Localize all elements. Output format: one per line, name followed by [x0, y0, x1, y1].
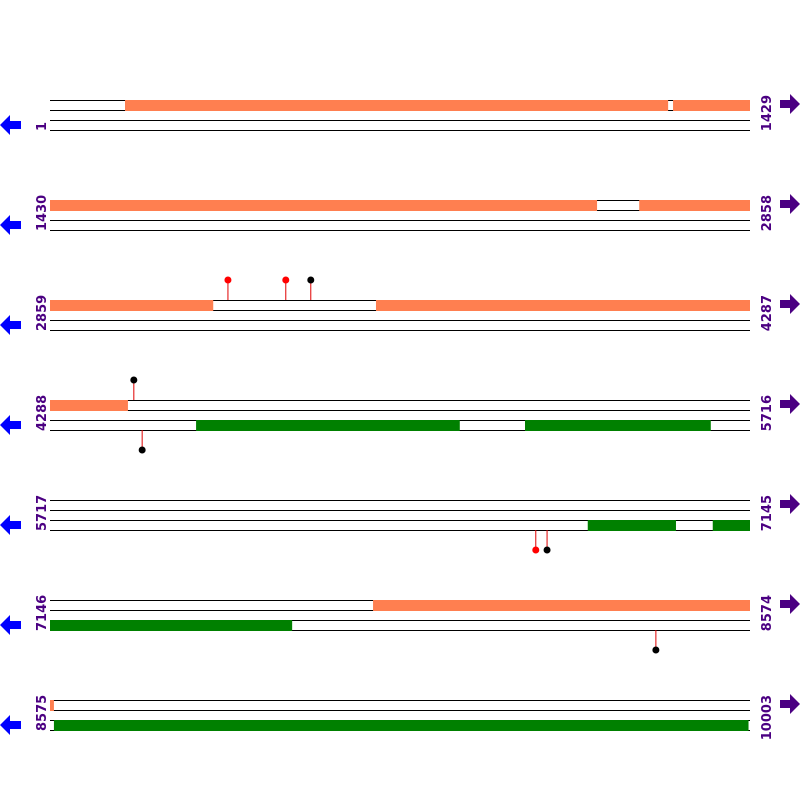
sequence-row: 7146 8574 — [0, 594, 800, 654]
site-marker — [307, 276, 315, 284]
reverse-feature — [525, 420, 711, 431]
forward-feature — [373, 600, 750, 611]
row-end-label: 5716 — [760, 395, 775, 431]
site-marker — [130, 376, 138, 384]
site-marker — [532, 546, 540, 554]
forward-feature — [50, 300, 214, 311]
reverse-feature — [53, 720, 749, 731]
site-marker — [282, 276, 290, 284]
arrow-left-icon — [0, 615, 21, 635]
row-end-label: 8574 — [760, 595, 775, 631]
row-start-label: 1430 — [35, 195, 50, 231]
sequence-row: 4288 5716 — [0, 376, 800, 454]
row-start-label: 2859 — [35, 295, 50, 331]
arrow-right-icon — [780, 94, 800, 114]
forward-feature — [375, 300, 750, 311]
sequence-row: 8575 10003 — [0, 694, 800, 740]
forward-feature — [50, 200, 598, 211]
arrow-right-icon — [780, 494, 800, 514]
reverse-feature — [712, 520, 750, 531]
arrow-right-icon — [780, 594, 800, 614]
sequence-row: 1 1429 — [0, 94, 800, 135]
arrow-right-icon — [780, 194, 800, 214]
arrow-right-icon — [780, 394, 800, 414]
row-start-label: 1 — [35, 122, 50, 131]
row-start-label: 8575 — [35, 695, 50, 731]
row-end-label: 4287 — [760, 295, 775, 331]
arrow-left-icon — [0, 215, 21, 235]
reverse-feature — [50, 620, 293, 631]
reverse-feature — [587, 520, 676, 531]
forward-feature — [639, 200, 750, 211]
site-marker — [652, 646, 660, 654]
row-end-label: 7145 — [760, 495, 775, 531]
sequence-row: 5717 7145 — [0, 494, 800, 554]
forward-feature — [673, 100, 750, 111]
arrow-left-icon — [0, 415, 21, 435]
arrow-right-icon — [780, 294, 800, 314]
arrow-left-icon — [0, 115, 21, 135]
site-marker — [224, 276, 232, 284]
row-start-label: 4288 — [35, 395, 50, 431]
sequence-row: 2859 4287 — [0, 276, 800, 335]
arrow-right-icon — [780, 694, 800, 714]
forward-feature — [50, 700, 54, 711]
forward-feature — [50, 400, 128, 411]
site-marker — [138, 446, 146, 454]
arrow-left-icon — [0, 315, 21, 335]
site-marker — [543, 546, 551, 554]
arrow-left-icon — [0, 515, 21, 535]
row-end-label: 1429 — [760, 95, 775, 131]
row-start-label: 5717 — [35, 495, 50, 531]
row-end-label: 2858 — [760, 195, 775, 231]
arrow-left-icon — [0, 715, 21, 735]
row-start-label: 7146 — [35, 595, 50, 631]
sequence-row: 1430 2858 — [0, 194, 800, 235]
forward-feature — [125, 100, 669, 111]
reverse-feature — [196, 420, 460, 431]
row-end-label: 10003 — [760, 695, 775, 740]
